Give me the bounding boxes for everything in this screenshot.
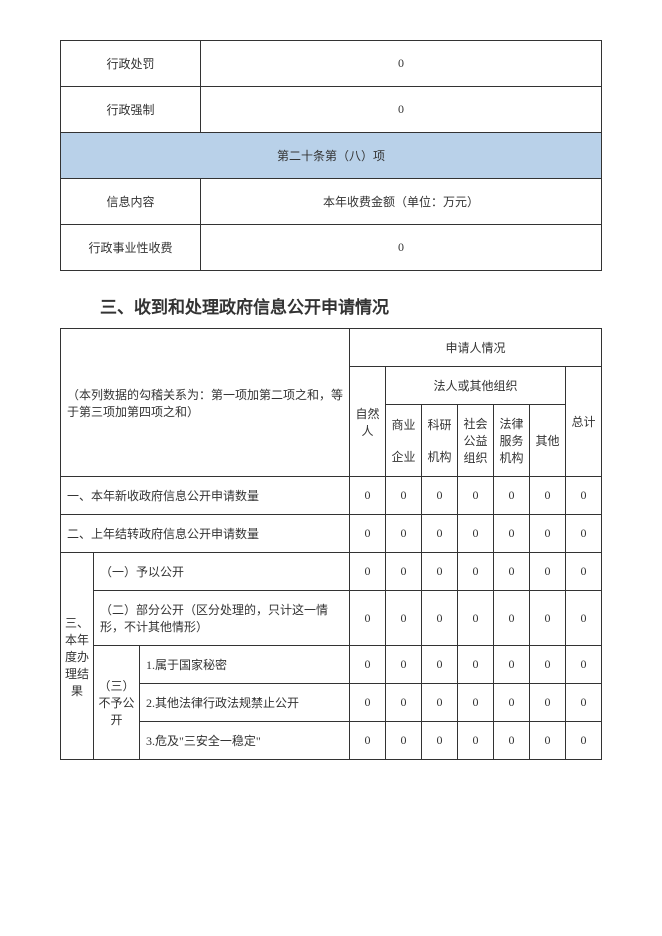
cell-value: 0	[422, 553, 458, 591]
cell-value: 0	[566, 591, 602, 646]
row-label: 一、本年新收政府信息公开申请数量	[61, 477, 350, 515]
cell-value: 0	[566, 515, 602, 553]
table-row: （三） 不予公 开 1.属于国家秘密 0 0 0 0 0 0 0	[61, 646, 602, 684]
row-value: 0	[201, 87, 602, 133]
table-row: 行政事业性收费 0	[61, 225, 602, 271]
col-biz: 商业 企业	[386, 405, 422, 477]
cell-value: 0	[530, 646, 566, 684]
table-row: 一、本年新收政府信息公开申请数量 0 0 0 0 0 0 0	[61, 477, 602, 515]
cell-value: 0	[530, 477, 566, 515]
fee-value: 0	[201, 225, 602, 271]
cell-value: 0	[530, 684, 566, 722]
note-cell: （本列数据的勾稽关系为：第一项加第二项之和，等于第三项加第四项之和）	[61, 329, 350, 477]
row-label: 1.属于国家秘密	[140, 646, 350, 684]
fee-label: 行政事业性收费	[61, 225, 201, 271]
cell-value: 0	[458, 515, 494, 553]
cell-value: 0	[458, 553, 494, 591]
penalty-fee-table: 行政处罚 0 行政强制 0 第二十条第（八）项 信息内容 本年收费金额（单位：万…	[60, 40, 602, 271]
group3-label: 三、 本年 度办 理结 果	[61, 553, 94, 760]
row-label: （二）部分公开（区分处理的，只计这一情形，不计其他情形）	[94, 591, 350, 646]
cell-value: 0	[566, 646, 602, 684]
cell-value: 0	[386, 646, 422, 684]
cell-value: 0	[386, 684, 422, 722]
info-value: 本年收费金额（单位：万元）	[201, 179, 602, 225]
group3-3-label: （三） 不予公 开	[94, 646, 140, 760]
cell-value: 0	[350, 515, 386, 553]
table-row: 三、 本年 度办 理结 果 （一）予以公开 0 0 0 0 0 0 0	[61, 553, 602, 591]
info-label: 信息内容	[61, 179, 201, 225]
cell-value: 0	[566, 684, 602, 722]
cell-value: 0	[458, 646, 494, 684]
cell-value: 0	[494, 553, 530, 591]
header-row: （本列数据的勾稽关系为：第一项加第二项之和，等于第三项加第四项之和） 申请人情况	[61, 329, 602, 367]
cell-value: 0	[422, 515, 458, 553]
col-other: 其他	[530, 405, 566, 477]
section-header-row: 第二十条第（八）项	[61, 133, 602, 179]
row-label: 行政强制	[61, 87, 201, 133]
table-row: （二）部分公开（区分处理的，只计这一情形，不计其他情形） 0 0 0 0 0 0…	[61, 591, 602, 646]
cell-value: 0	[350, 591, 386, 646]
page-container: 行政处罚 0 行政强制 0 第二十条第（八）项 信息内容 本年收费金额（单位：万…	[0, 0, 662, 800]
section-header: 第二十条第（八）项	[61, 133, 602, 179]
cell-value: 0	[422, 591, 458, 646]
row-label: 二、上年结转政府信息公开申请数量	[61, 515, 350, 553]
cell-value: 0	[458, 591, 494, 646]
table-row: 3.危及"三安全一稳定" 0 0 0 0 0 0 0	[61, 722, 602, 760]
section-title: 三、收到和处理政府信息公开申请情况	[60, 271, 602, 328]
col-natural: 自然 人	[350, 367, 386, 477]
row-label: （一）予以公开	[94, 553, 350, 591]
cell-value: 0	[494, 646, 530, 684]
cell-value: 0	[566, 722, 602, 760]
cell-value: 0	[566, 553, 602, 591]
header-group: 申请人情况	[350, 329, 602, 367]
cell-value: 0	[530, 515, 566, 553]
cell-value: 0	[422, 684, 458, 722]
col-social: 社会 公益 组织	[458, 405, 494, 477]
cell-value: 0	[566, 477, 602, 515]
cell-value: 0	[350, 646, 386, 684]
cell-value: 0	[386, 722, 422, 760]
table-row: 信息内容 本年收费金额（单位：万元）	[61, 179, 602, 225]
cell-value: 0	[494, 477, 530, 515]
cell-value: 0	[350, 684, 386, 722]
cell-value: 0	[494, 515, 530, 553]
table-row: 行政处罚 0	[61, 41, 602, 87]
cell-value: 0	[494, 684, 530, 722]
cell-value: 0	[458, 722, 494, 760]
cell-value: 0	[350, 553, 386, 591]
cell-value: 0	[422, 477, 458, 515]
row-value: 0	[201, 41, 602, 87]
cell-value: 0	[422, 646, 458, 684]
cell-value: 0	[494, 591, 530, 646]
cell-value: 0	[494, 722, 530, 760]
cell-value: 0	[386, 591, 422, 646]
cell-value: 0	[530, 722, 566, 760]
col-research: 科研 机构	[422, 405, 458, 477]
cell-value: 0	[458, 477, 494, 515]
row-label: 2.其他法律行政法规禁止公开	[140, 684, 350, 722]
col-total: 总计	[566, 367, 602, 477]
cell-value: 0	[350, 722, 386, 760]
cell-value: 0	[386, 515, 422, 553]
header-sub-legal: 法人或其他组织	[386, 367, 566, 405]
cell-value: 0	[350, 477, 386, 515]
cell-value: 0	[530, 591, 566, 646]
cell-value: 0	[386, 477, 422, 515]
table-row: 行政强制 0	[61, 87, 602, 133]
col-legal: 法律 服务 机构	[494, 405, 530, 477]
row-label: 3.危及"三安全一稳定"	[140, 722, 350, 760]
row-label: 行政处罚	[61, 41, 201, 87]
cell-value: 0	[530, 553, 566, 591]
application-status-table: （本列数据的勾稽关系为：第一项加第二项之和，等于第三项加第四项之和） 申请人情况…	[60, 328, 602, 760]
table-row: 二、上年结转政府信息公开申请数量 0 0 0 0 0 0 0	[61, 515, 602, 553]
cell-value: 0	[422, 722, 458, 760]
cell-value: 0	[386, 553, 422, 591]
table-row: 2.其他法律行政法规禁止公开 0 0 0 0 0 0 0	[61, 684, 602, 722]
cell-value: 0	[458, 684, 494, 722]
